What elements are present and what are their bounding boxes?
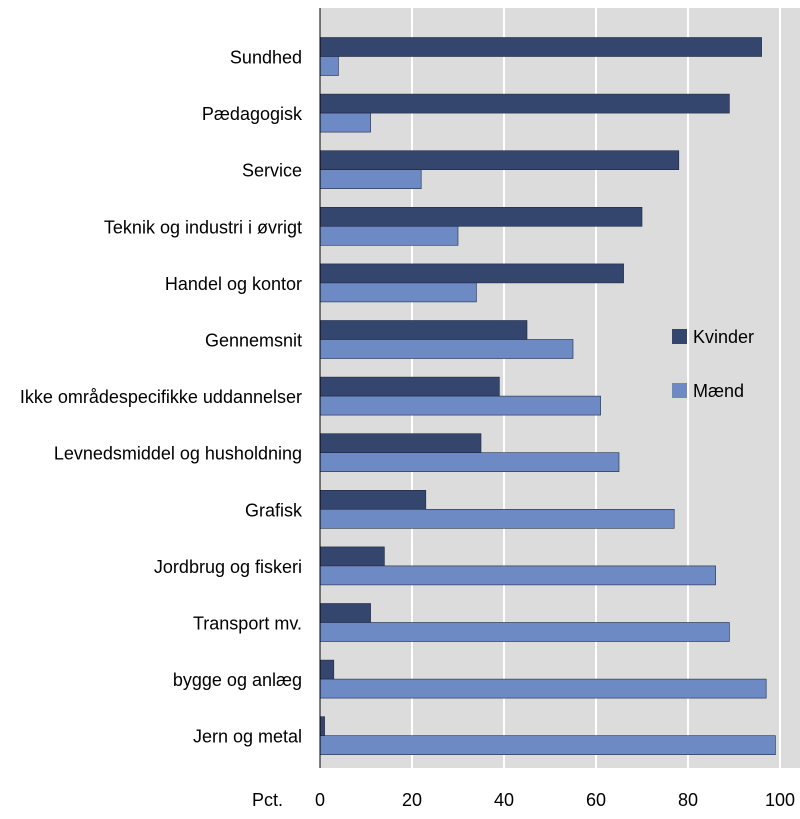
bar-maend [319,678,767,699]
bar-kvinder [319,546,385,567]
category-label: Sundhed [230,48,302,68]
bar-maend [319,56,339,76]
bar-kvinder [319,207,643,227]
bar-kvinder [319,150,680,170]
category-label: Levnedsmiddel og husholdning [54,444,302,464]
category-label: Transport mv. [193,614,302,634]
bar-kvinder [319,433,482,454]
x-tick-label: 80 [678,790,698,810]
x-tick-label: 100 [765,790,795,810]
category-label: Pædagogisk [202,104,303,124]
bar-maend [319,282,477,303]
bar-maend [319,735,776,756]
x-axis-title: Pct. [252,790,283,810]
x-tick-label: 40 [494,790,514,810]
x-tick-label: 0 [315,790,325,810]
bar-kvinder [319,376,500,397]
category-label: Ikke områdespecifikke uddannelser [20,387,302,407]
bar-kvinder [319,37,762,57]
x-tick-label: 60 [586,790,606,810]
legend-swatch [672,329,687,344]
bar-kvinder [319,263,624,284]
bar-maend [319,169,422,189]
category-labels: Sundhed Pædagogisk Service Teknik og indust… [20,48,303,747]
category-label: Gennemsnit [205,331,302,351]
category-label: Service [242,161,302,181]
x-tick-label: 20 [402,790,422,810]
bar-kvinder [319,603,371,623]
category-label: bygge og anlæg [173,670,302,690]
x-axis: Pct. 0 20 40 60 80 100 [252,790,795,810]
bars [319,8,776,768]
bar-maend [319,452,620,473]
bar-maend [319,339,574,359]
category-label: Handel og kontor [165,274,302,294]
bar-kvinder [319,659,335,680]
bar-maend [319,395,601,416]
bar-kvinder [319,716,325,737]
bar-maend [319,622,730,642]
category-label: Jern og metal [193,727,302,747]
bar-kvinder [319,93,730,114]
legend-label: Kvinder [693,327,754,347]
bar-maend [319,565,716,586]
legend: Kvinder Mænd [672,327,754,401]
bar-maend [319,508,675,529]
category-label: Teknik og industri i øvrigt [104,217,302,237]
bar-maend [319,226,459,246]
category-label: Grafisk [245,500,303,520]
category-label: Jordbrug og fiskeri [154,557,302,577]
bar-maend [319,112,371,133]
bar-kvinder [319,489,427,510]
legend-label: Mænd [693,381,744,401]
bar-kvinder [319,320,528,340]
legend-swatch [672,383,687,398]
